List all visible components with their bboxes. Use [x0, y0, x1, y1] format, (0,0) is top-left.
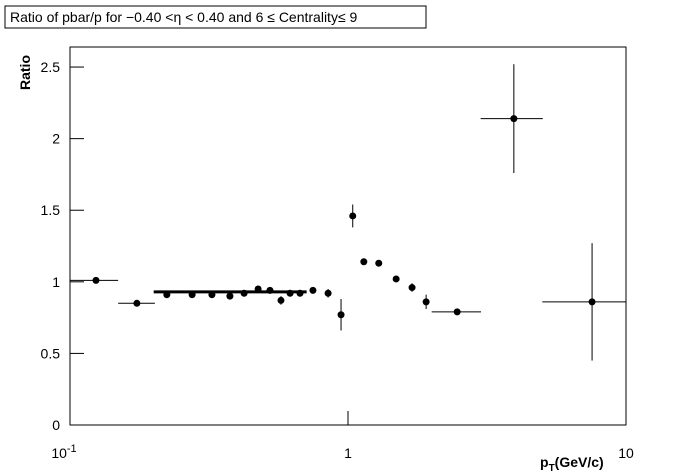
point — [266, 286, 274, 294]
frame — [69, 46, 627, 426]
point — [133, 299, 141, 307]
x-tick-label-base: 1 — [344, 445, 352, 461]
x-tick-label: 10 — [618, 445, 634, 461]
point — [588, 298, 596, 306]
x-tick-label: 10-1 — [51, 443, 76, 461]
point — [375, 259, 383, 267]
x-axis-label: pT(GeV/c) — [540, 454, 604, 474]
point — [408, 284, 416, 292]
title-box — [4, 5, 427, 29]
point — [277, 296, 285, 304]
x-axis-label-main: p — [540, 454, 549, 470]
point — [510, 115, 518, 123]
y-tick-label: 1 — [52, 274, 60, 290]
x-tick-label-base: 10 — [51, 445, 67, 461]
y-tick-label: 0 — [52, 417, 60, 433]
point — [349, 212, 357, 220]
y-axis-label: Ratio — [17, 55, 33, 90]
point — [240, 289, 248, 297]
point — [208, 291, 216, 299]
point — [188, 291, 196, 299]
point — [286, 289, 294, 297]
point — [392, 275, 400, 283]
point — [453, 308, 461, 316]
point — [296, 289, 304, 297]
x-axis-label-sub: T — [549, 463, 555, 474]
point — [324, 289, 332, 297]
x-tick-label-exp: -1 — [67, 443, 77, 455]
point — [360, 258, 368, 266]
point — [337, 311, 345, 319]
point — [163, 291, 171, 299]
point — [254, 285, 262, 293]
point — [226, 292, 234, 300]
point — [92, 276, 100, 284]
x-axis-label-rest: (GeV/c) — [555, 454, 604, 470]
x-tick-label: 1 — [344, 445, 352, 461]
y-tick-label: 1.5 — [41, 202, 61, 218]
y-tick-label: 2.5 — [41, 59, 61, 75]
y-tick-label: 0.5 — [41, 345, 61, 361]
point — [422, 298, 430, 306]
point — [309, 286, 317, 294]
x-tick-label-base: 10 — [618, 445, 634, 461]
chart-title: Ratio of pbar/p for −0.40 <η < 0.40 and … — [10, 9, 358, 25]
y-tick-label: 2 — [52, 131, 60, 147]
